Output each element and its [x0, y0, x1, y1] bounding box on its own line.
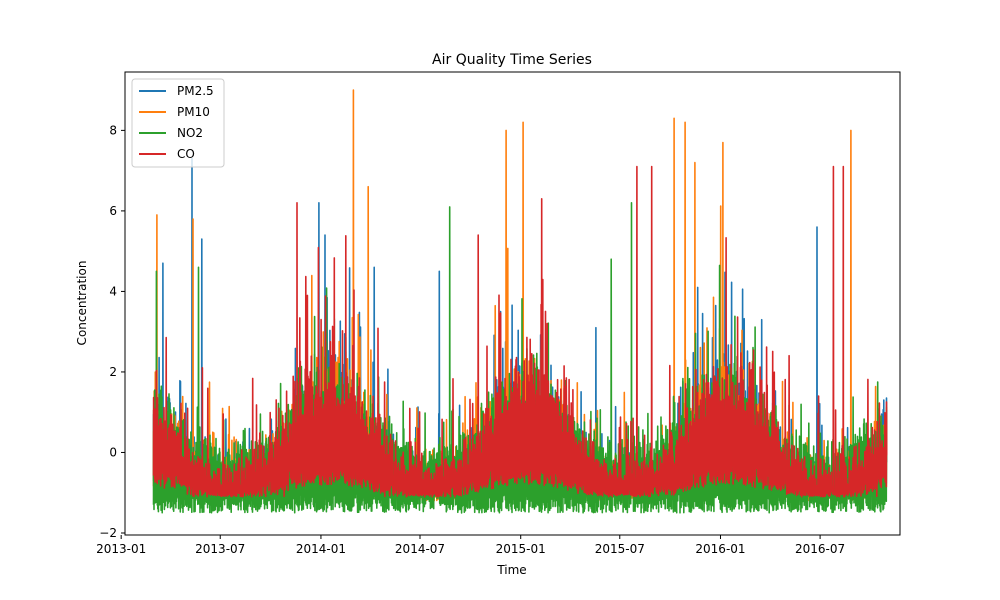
legend-label-co: CO — [177, 147, 195, 161]
x-tick-label: 2013-07 — [195, 542, 245, 556]
chart-title: Air Quality Time Series — [432, 52, 592, 68]
y-tick-label: −2 — [99, 526, 117, 540]
y-tick-label: 2 — [109, 365, 117, 379]
x-tick-label: 2014-01 — [296, 542, 346, 556]
legend-label-pm25: PM2.5 — [177, 84, 214, 98]
y-tick-label: 8 — [109, 123, 117, 137]
x-axis: 2013-01 2013-07 2014-01 2014-07 2015-01 2015-… — [96, 535, 845, 556]
series-layer — [152, 89, 888, 514]
series-line-co — [152, 165, 888, 498]
legend-label-no2: NO2 — [177, 126, 203, 140]
legend-box — [131, 78, 225, 168]
x-tick-label: 2015-07 — [595, 542, 645, 556]
legend: PM2.5 PM10 NO2 CO — [131, 78, 225, 168]
y-tick-label: 6 — [109, 204, 117, 218]
y-axis: −2 0 2 4 6 8 — [99, 123, 125, 540]
plot-area — [124, 71, 901, 536]
y-tick-label: 0 — [109, 445, 117, 459]
x-tick-label: 2016-07 — [795, 542, 845, 556]
x-tick-label: 2016-01 — [695, 542, 745, 556]
x-axis-title: Time — [496, 563, 526, 577]
y-axis-title: Concentration — [75, 261, 89, 346]
x-tick-label: 2015-01 — [496, 542, 546, 556]
x-tick-label: 2013-01 — [96, 542, 146, 556]
plot-frame — [124, 71, 901, 536]
y-tick-label: 4 — [109, 284, 117, 298]
x-tick-label: 2014-07 — [395, 542, 445, 556]
legend-label-pm10: PM10 — [177, 105, 210, 119]
